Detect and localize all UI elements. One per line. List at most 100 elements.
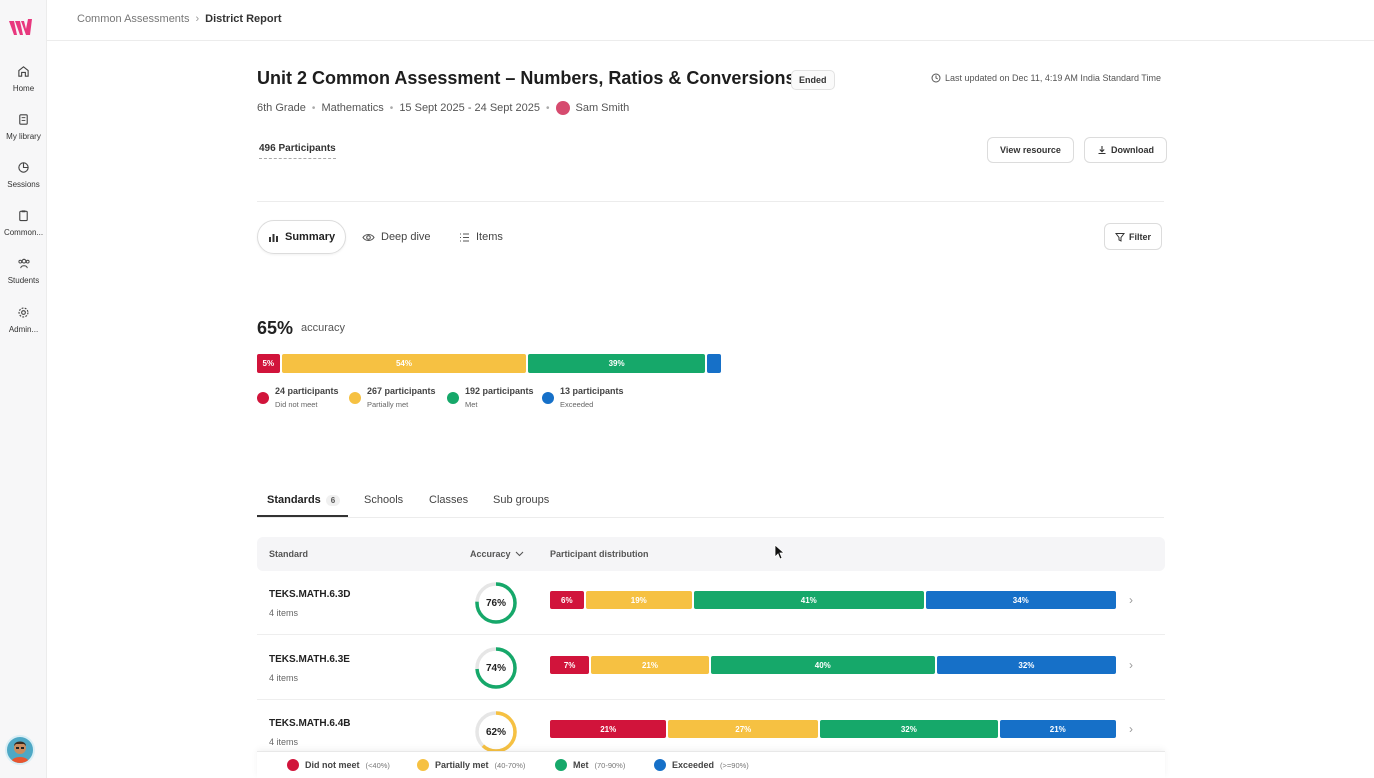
sidebar-item-home[interactable]: Home xyxy=(0,65,47,93)
standard-name: TEKS.MATH.6.3D xyxy=(269,589,351,600)
summary-segment: 5% xyxy=(257,354,280,373)
sidebar: Home My library Sessions Common... Stude… xyxy=(0,0,47,778)
tab-standards[interactable]: Standards 6 xyxy=(267,494,341,506)
brand-logo[interactable] xyxy=(8,16,34,38)
filter-icon xyxy=(1115,232,1125,242)
sidebar-item-label: Common... xyxy=(3,228,44,237)
legend-item: 13 participants Exceeded xyxy=(542,386,624,409)
tab-standards-label: Standards xyxy=(267,494,321,506)
owner-avatar xyxy=(555,101,570,115)
tab-deep-dive[interactable]: Deep dive xyxy=(352,220,441,254)
legend-swatch xyxy=(555,759,567,771)
legend-text: 267 participants Partially met xyxy=(367,386,436,409)
legend-label: Exceeded xyxy=(672,760,715,770)
distribution-segment: 6% xyxy=(550,591,584,609)
legend-label: Partially met xyxy=(435,760,489,770)
view-resource-button[interactable]: View resource xyxy=(987,137,1074,163)
accuracy-ring-arc xyxy=(475,647,517,689)
legend-label: Met xyxy=(573,760,589,770)
table-row[interactable]: TEKS.MATH.6.3E 4 items 74% 7% 21% 40% 32% › xyxy=(257,636,1165,700)
sidebar-item-students[interactable]: Students xyxy=(0,257,47,285)
legend-range: (70-90%) xyxy=(594,760,626,770)
legend-range: (>=90%) xyxy=(720,760,749,770)
legend-band: Partially met xyxy=(367,400,409,409)
summary-segment xyxy=(706,354,721,373)
summary-distribution-bar: 5% 54% 39% xyxy=(257,354,723,373)
distribution-segment: 41% xyxy=(694,591,924,609)
sidebar-item-sessions[interactable]: Sessions xyxy=(0,161,47,189)
distribution-segment: 27% xyxy=(668,720,819,738)
column-header-accuracy-label: Accuracy xyxy=(470,549,511,559)
standard-name: TEKS.MATH.6.4B xyxy=(269,718,351,729)
page-title: Unit 2 Common Assessment – Numbers, Rati… xyxy=(257,68,796,88)
legend-count: 13 participants xyxy=(560,386,624,396)
standard-item-count: 4 items xyxy=(269,737,299,747)
filter-button[interactable]: Filter xyxy=(1104,223,1163,250)
legend-swatch xyxy=(654,759,666,771)
legend-item: 192 participants Met xyxy=(447,386,534,409)
tab-classes[interactable]: Classes xyxy=(429,494,469,506)
summary-segment: 54% xyxy=(281,354,527,373)
chevron-right-icon[interactable]: › xyxy=(1129,722,1133,736)
distribution-segment: 21% xyxy=(999,720,1116,738)
legend-item: 267 participants Partially met xyxy=(349,386,436,409)
legend-swatch xyxy=(257,392,269,404)
list-icon xyxy=(460,232,469,242)
last-updated-text: Last updated on Dec 11, 4:19 AM India St… xyxy=(945,73,1161,83)
accuracy-label: accuracy xyxy=(301,322,346,334)
summary-segment: 39% xyxy=(528,354,705,373)
standards-count-badge: 6 xyxy=(325,495,341,506)
legend-count: 24 participants xyxy=(275,386,339,396)
grade: 6th Grade xyxy=(257,102,306,114)
chevron-down-icon xyxy=(515,551,523,557)
clipboard-icon xyxy=(19,210,28,222)
legend-swatch xyxy=(349,392,361,404)
breadcrumb: Common Assessments › District Report xyxy=(77,13,282,25)
subject: Mathematics xyxy=(321,102,384,114)
participants-count[interactable]: 496 Participants xyxy=(259,143,336,159)
distribution-segment: 21% xyxy=(550,720,667,738)
sidebar-item-common[interactable]: Common... xyxy=(0,209,47,237)
participant-distribution-bar: 7% 21% 40% 32% xyxy=(550,656,1116,674)
tab-sub-groups[interactable]: Sub groups xyxy=(493,494,550,506)
legend-swatch xyxy=(447,392,459,404)
standard-item-count: 4 items xyxy=(269,673,299,683)
legend-range: (40-70%) xyxy=(494,760,526,770)
legend-item: 24 participants Did not meet xyxy=(257,386,339,409)
sidebar-item-my-library[interactable]: My library xyxy=(0,113,47,141)
distribution-segment: 34% xyxy=(925,591,1116,609)
filter-label: Filter xyxy=(1129,231,1152,242)
footer-legend-item: Did not meet (<40%) xyxy=(287,759,390,771)
standard-name: TEKS.MATH.6.3E xyxy=(269,654,350,665)
download-button[interactable]: Download xyxy=(1084,137,1167,163)
column-header-accuracy[interactable]: Accuracy xyxy=(470,549,524,559)
eye-icon xyxy=(362,233,375,241)
sidebar-item-label: Admin... xyxy=(8,325,39,334)
table-row[interactable]: TEKS.MATH.6.3D 4 items 76% 6% 19% 41% 34% › xyxy=(257,571,1165,635)
sidebar-item-label: Sessions xyxy=(7,180,40,189)
accuracy-value: 62% xyxy=(485,726,506,738)
clock-icon xyxy=(931,73,941,83)
chevron-right-icon[interactable]: › xyxy=(1129,593,1133,607)
participant-distribution-bar: 6% 19% 41% 34% xyxy=(550,591,1116,609)
breadcrumb-parent[interactable]: Common Assessments xyxy=(77,13,190,25)
footer-legend: Did not meet (<40%) Partially met (40-70%) M… xyxy=(257,751,1165,778)
breakdown-tabs: Standards 6 Schools Classes Sub groups xyxy=(257,486,1164,518)
avatar[interactable] xyxy=(5,735,35,765)
tab-schools[interactable]: Schools xyxy=(364,494,404,506)
students-icon xyxy=(17,258,30,269)
download-icon xyxy=(1098,146,1106,155)
sidebar-item-admin[interactable]: Admin... xyxy=(0,306,47,334)
sessions-icon xyxy=(18,162,29,173)
accuracy-ring xyxy=(475,582,517,624)
legend-text: 24 participants Did not meet xyxy=(275,386,339,409)
tab-summary[interactable]: Summary xyxy=(257,220,347,254)
chevron-right-icon[interactable]: › xyxy=(1129,658,1133,672)
distribution-segment: 40% xyxy=(710,656,935,674)
top-bar: Common Assessments › District Report xyxy=(47,0,1374,41)
tab-items[interactable]: Items xyxy=(449,220,513,254)
divider xyxy=(257,201,1164,202)
accuracy-ring xyxy=(475,647,517,689)
home-icon xyxy=(18,66,29,77)
gear-icon xyxy=(18,307,29,318)
